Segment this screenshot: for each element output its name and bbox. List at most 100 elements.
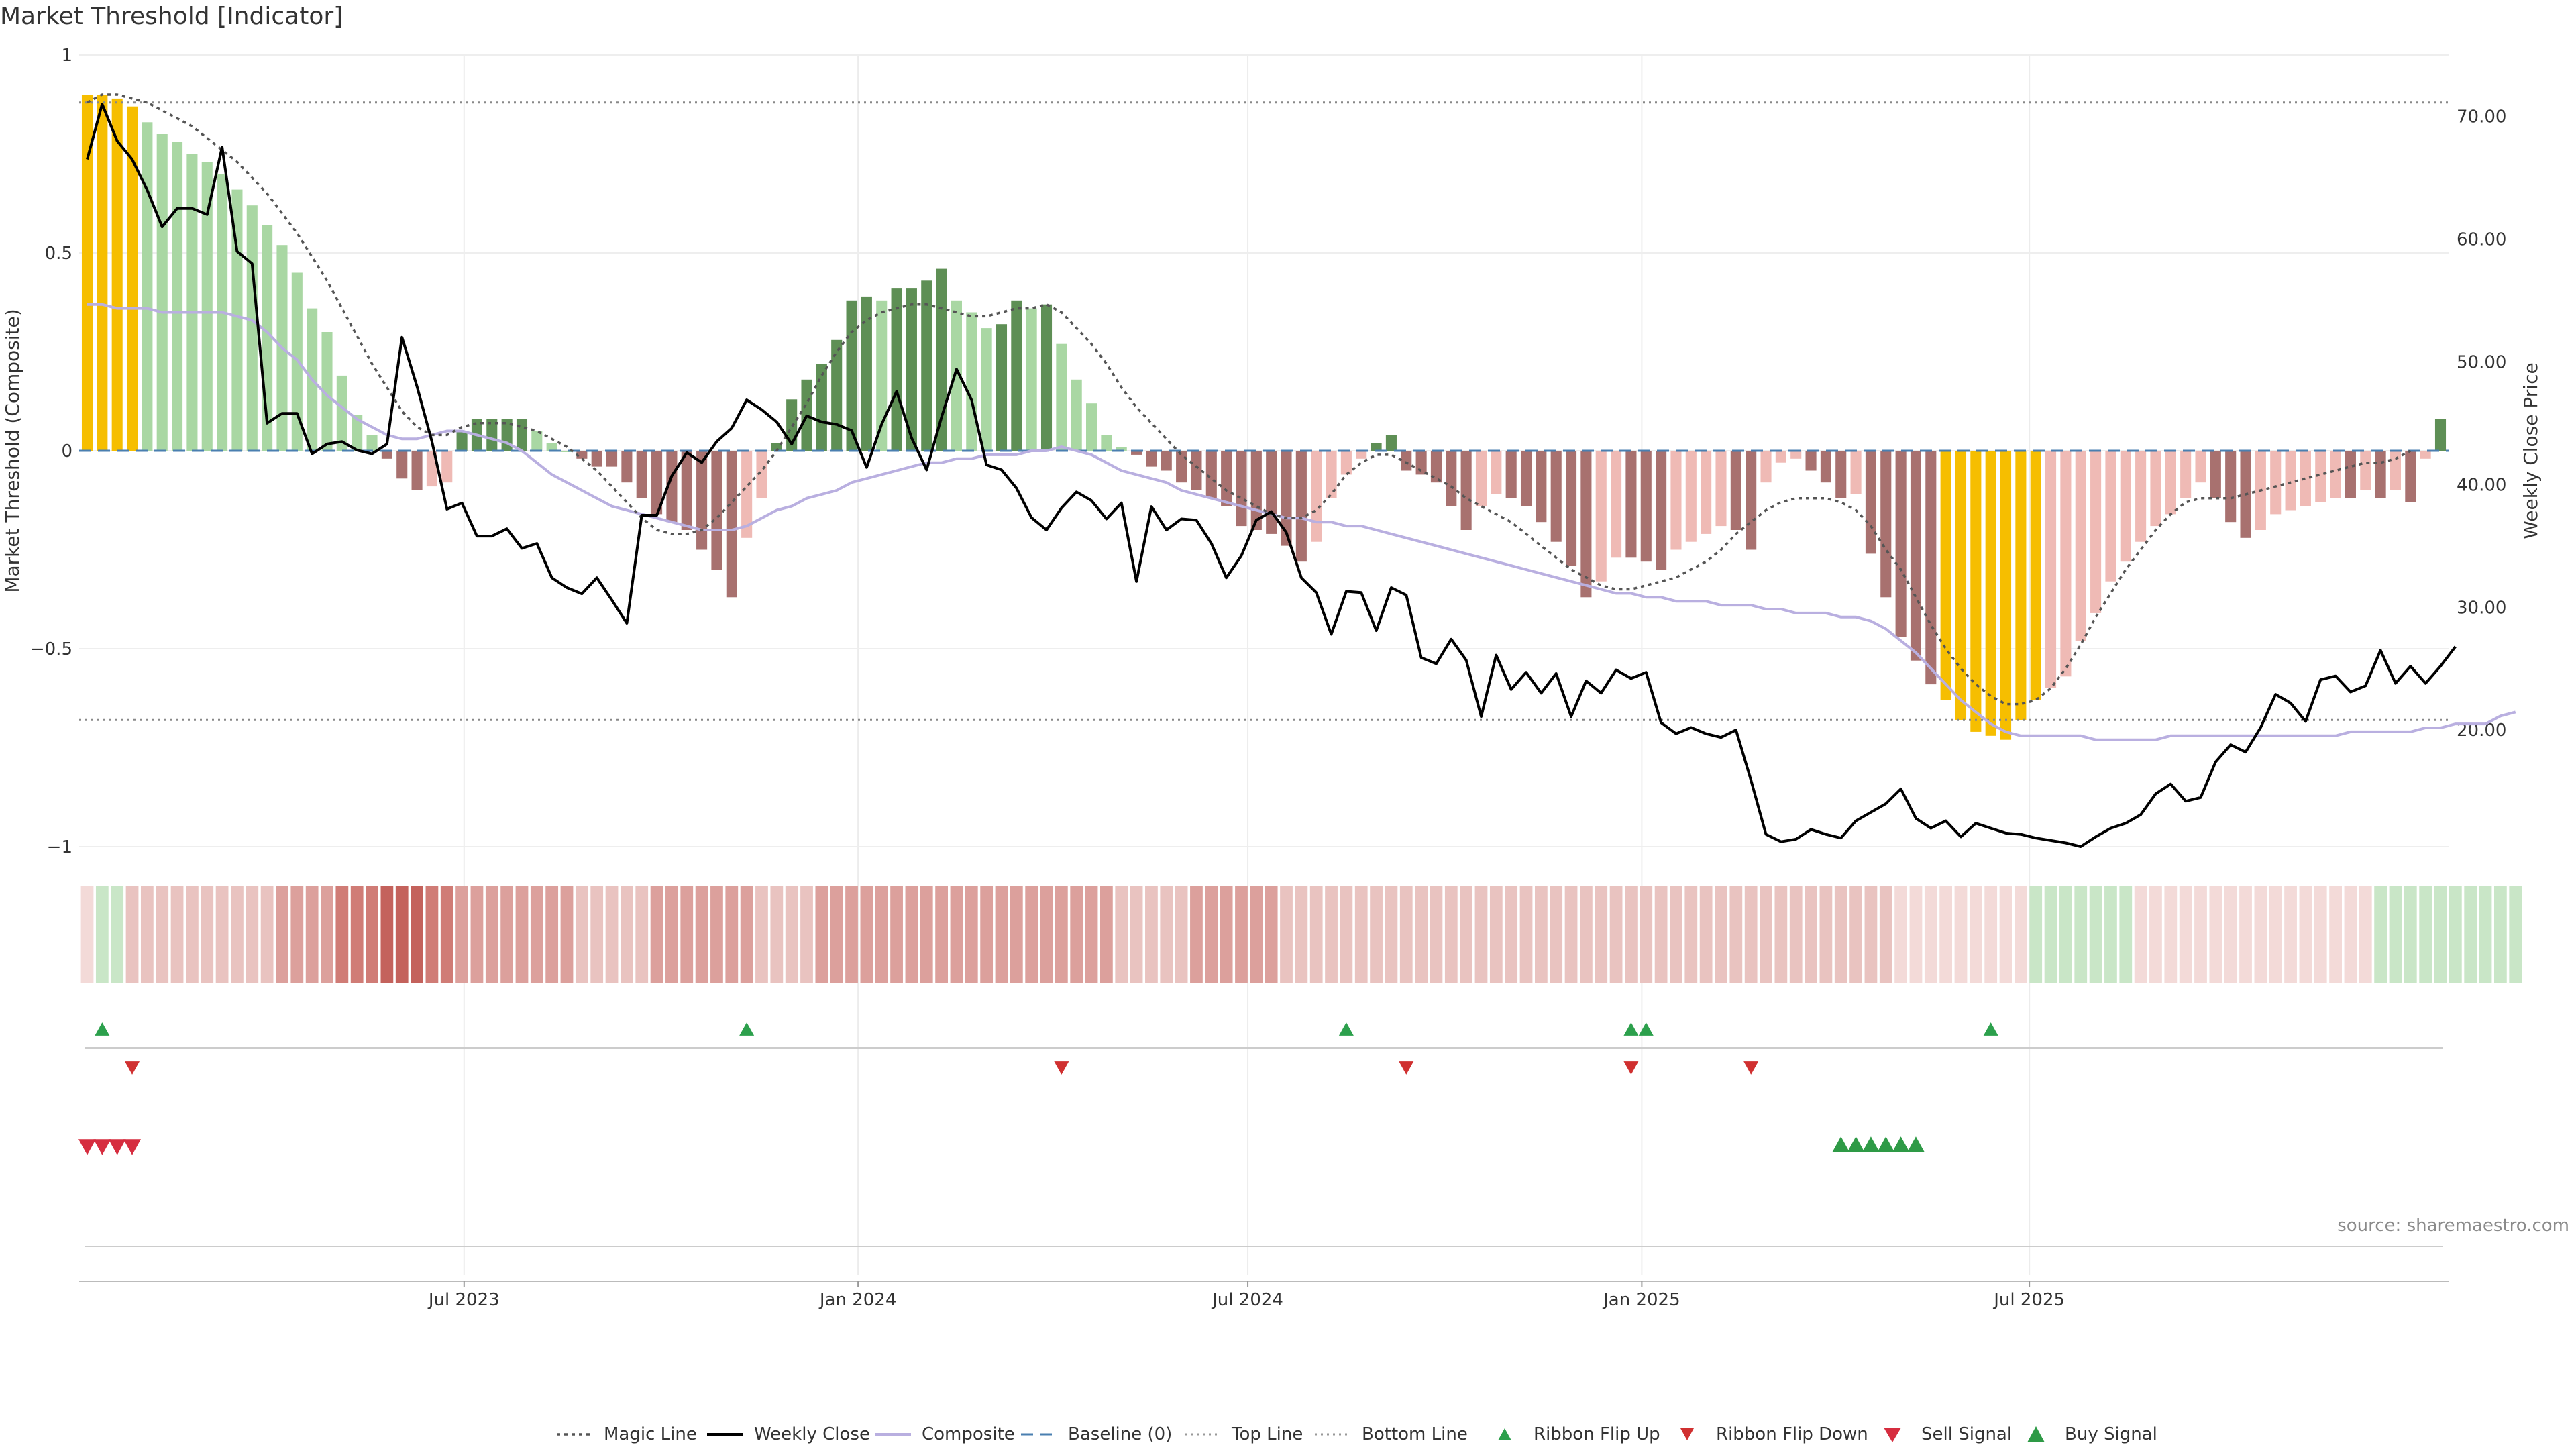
ribbon-cell: [1654, 885, 1668, 983]
threshold-bar: [2015, 451, 2027, 720]
threshold-bar: [1880, 451, 1892, 598]
ribbon-cell: [695, 885, 708, 983]
ribbon-cell: [411, 885, 423, 983]
threshold-bar: [546, 443, 557, 451]
threshold-bar: [2210, 451, 2221, 498]
ribbon-cell: [1115, 885, 1128, 983]
ribbon-cell: [2089, 885, 2102, 983]
threshold-bar: [561, 451, 573, 452]
legend-item-magic: Magic Line: [554, 1421, 697, 1448]
threshold-bar: [2345, 451, 2356, 498]
ribbon-cell: [246, 885, 259, 983]
threshold-bar: [1401, 451, 1412, 471]
threshold-bar: [1685, 451, 1697, 542]
sell-signal-marker: [123, 1139, 142, 1155]
threshold-bar: [366, 435, 378, 451]
threshold-bar: [936, 268, 947, 451]
ribbon-cell: [321, 885, 333, 983]
threshold-bar: [1011, 300, 1022, 451]
y-tick-label-right: 40.00: [2457, 475, 2506, 495]
ribbon-flip-down-marker: [125, 1061, 140, 1075]
ribbon-cell: [1205, 885, 1218, 983]
threshold-bar: [1446, 451, 1457, 506]
ribbon-cell: [545, 885, 559, 983]
ribbon-cell: [1130, 885, 1143, 983]
x-tick-label: Jul 2025: [1992, 1290, 2065, 1310]
threshold-bar: [2330, 451, 2341, 498]
threshold-bar: [1026, 308, 1037, 451]
ribbon-cell: [215, 885, 229, 983]
ribbon-cell: [1190, 885, 1203, 983]
sell-signal-marker: [108, 1139, 126, 1155]
threshold-bar: [1925, 451, 1937, 685]
ribbon-cell: [665, 885, 678, 983]
legend-label: Bottom Line: [1362, 1424, 1468, 1444]
threshold-bar: [1670, 451, 1682, 550]
ribbon-cell: [201, 885, 214, 983]
ribbon-cell: [1430, 885, 1443, 983]
threshold-bar: [966, 312, 977, 451]
y-tick-label-right: 60.00: [2457, 229, 2506, 250]
ribbon-cell: [2344, 885, 2357, 983]
ribbon-cell: [156, 885, 169, 983]
ribbon-cell: [635, 885, 649, 983]
ribbon-cell: [425, 885, 439, 983]
ribbon-flip-down-marker: [1399, 1061, 1414, 1075]
ribbon-cell: [1295, 885, 1308, 983]
ribbon-cell: [1564, 885, 1578, 983]
threshold-bar: [1536, 451, 1547, 523]
ribbon-cell: [890, 885, 903, 983]
magic-line: [87, 93, 2412, 706]
threshold-bar: [2060, 451, 2072, 677]
threshold-bar: [1281, 451, 1292, 546]
ribbon-cell: [650, 885, 663, 983]
threshold-bar: [681, 451, 692, 530]
threshold-bar: [861, 296, 872, 451]
ribbon-cell: [1999, 885, 2012, 983]
ribbon-cell: [1760, 885, 1772, 983]
threshold-bar: [516, 419, 528, 451]
threshold-bar: [1040, 304, 1053, 451]
ribbon-cell: [366, 885, 378, 983]
ribbon-cell: [380, 885, 394, 983]
ribbon-cell: [1670, 885, 1682, 983]
legend-swatch-sell: [1884, 1428, 1901, 1442]
ribbon-cell: [965, 885, 978, 983]
y-axis-label-right: Weekly Close Price: [2520, 362, 2542, 539]
threshold-bar: [486, 419, 498, 451]
threshold-bar: [2420, 451, 2431, 459]
ribbon-cell: [1909, 885, 1923, 983]
ribbon-cell: [1550, 885, 1563, 983]
legend-label: Buy Signal: [2065, 1424, 2157, 1444]
buy-signal-marker: [1877, 1136, 1895, 1152]
legend-swatch-close: [707, 1433, 743, 1436]
ribbon-cell: [2359, 885, 2372, 983]
ribbon-cell: [1444, 885, 1458, 983]
threshold-bar: [1805, 451, 1817, 471]
ribbon-cell: [2389, 885, 2402, 983]
threshold-bar: [2045, 451, 2057, 688]
buy-signal-marker: [1832, 1136, 1850, 1152]
threshold-bar: [2150, 451, 2161, 527]
ribbon-cell: [2449, 885, 2462, 983]
ribbon-cell: [830, 885, 843, 983]
threshold-bar: [1311, 451, 1322, 542]
ribbon-cell: [1085, 885, 1098, 983]
threshold-bar: [981, 328, 992, 451]
threshold-bar: [636, 451, 647, 498]
threshold-bar: [1131, 451, 1142, 455]
ribbon-cell: [1519, 885, 1533, 983]
ribbon-cell: [530, 885, 543, 983]
weekly-close-line: [86, 103, 2457, 848]
ribbon-cell: [1684, 885, 1698, 983]
legend-label: Weekly Close: [754, 1424, 870, 1444]
ribbon-cell: [605, 885, 619, 983]
x-tick-label: Jan 2024: [818, 1290, 897, 1310]
buy-signal-marker: [1907, 1136, 1925, 1152]
threshold-bar: [1566, 451, 1577, 566]
ribbon-cell: [1040, 885, 1053, 983]
ribbon-cell: [740, 885, 753, 983]
ribbon-cell: [500, 885, 514, 983]
threshold-bar: [921, 280, 932, 451]
threshold-bar: [1086, 403, 1097, 451]
